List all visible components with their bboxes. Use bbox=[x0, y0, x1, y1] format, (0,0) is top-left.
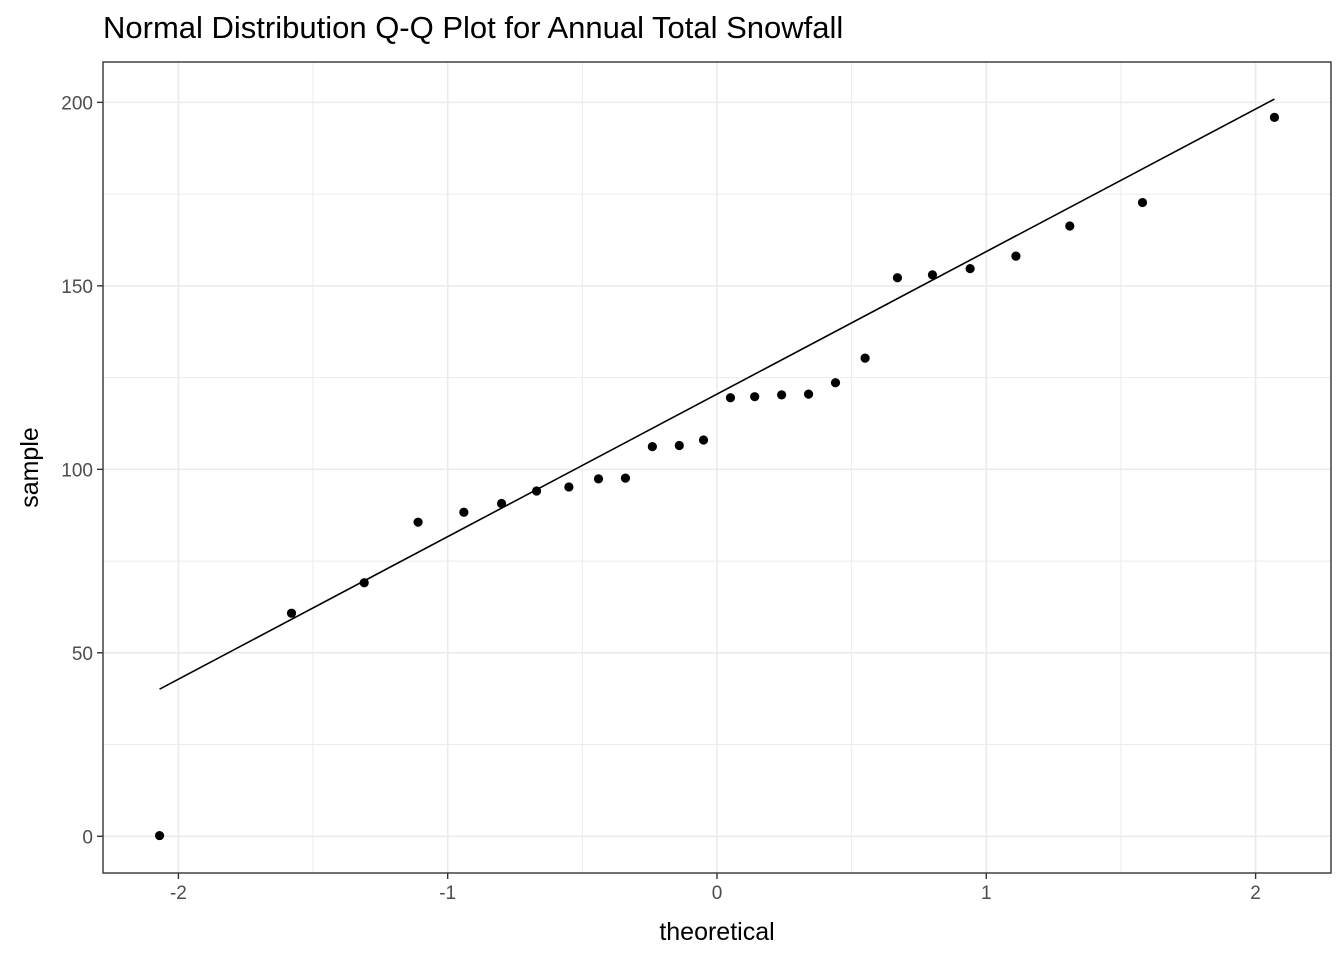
data-point bbox=[413, 517, 423, 527]
data-point bbox=[725, 393, 736, 403]
data-point bbox=[647, 441, 657, 452]
x-tick-label: 1 bbox=[981, 883, 992, 904]
y-tick-label: 50 bbox=[72, 644, 93, 665]
data-point bbox=[830, 378, 841, 388]
reference-line-group bbox=[159, 98, 1275, 690]
data-point bbox=[1269, 112, 1280, 123]
y-tick-label: 100 bbox=[61, 460, 93, 481]
data-point bbox=[359, 578, 369, 588]
x-tick-label: -2 bbox=[170, 883, 187, 904]
data-point bbox=[1137, 197, 1148, 208]
data-point bbox=[860, 353, 870, 363]
axes: -2 -1 0 1 2 0 50 100 150 200 bbox=[61, 93, 1261, 904]
data-point bbox=[927, 270, 938, 280]
y-axis-title: sample bbox=[16, 427, 44, 508]
data-point bbox=[674, 440, 684, 451]
y-tick-label: 200 bbox=[61, 93, 93, 114]
data-point bbox=[531, 486, 542, 496]
data-point bbox=[803, 389, 814, 399]
data-point bbox=[1065, 221, 1075, 231]
x-tick-label: 0 bbox=[712, 883, 723, 904]
grid-lines bbox=[103, 62, 1331, 873]
x-axis-title: theoretical bbox=[659, 918, 774, 946]
data-point bbox=[892, 273, 903, 283]
data-point bbox=[286, 608, 297, 618]
x-tick-label: 2 bbox=[1250, 883, 1261, 904]
qq-reference-line bbox=[159, 98, 1275, 690]
data-point bbox=[777, 390, 787, 400]
data-point bbox=[564, 482, 574, 492]
data-point bbox=[698, 435, 709, 445]
data-points bbox=[154, 112, 1280, 841]
y-tick-label: 150 bbox=[61, 277, 93, 298]
data-point bbox=[459, 507, 469, 517]
data-point bbox=[154, 830, 165, 841]
x-tick-label: -1 bbox=[439, 883, 456, 904]
data-point bbox=[593, 474, 604, 484]
data-point bbox=[750, 392, 760, 402]
y-tick-label: 0 bbox=[82, 827, 93, 848]
data-point bbox=[620, 473, 631, 483]
data-point bbox=[965, 264, 975, 274]
chart-title: Normal Distribution Q-Q Plot for Annual … bbox=[103, 10, 844, 45]
data-point bbox=[496, 498, 507, 509]
data-point bbox=[1011, 251, 1021, 261]
